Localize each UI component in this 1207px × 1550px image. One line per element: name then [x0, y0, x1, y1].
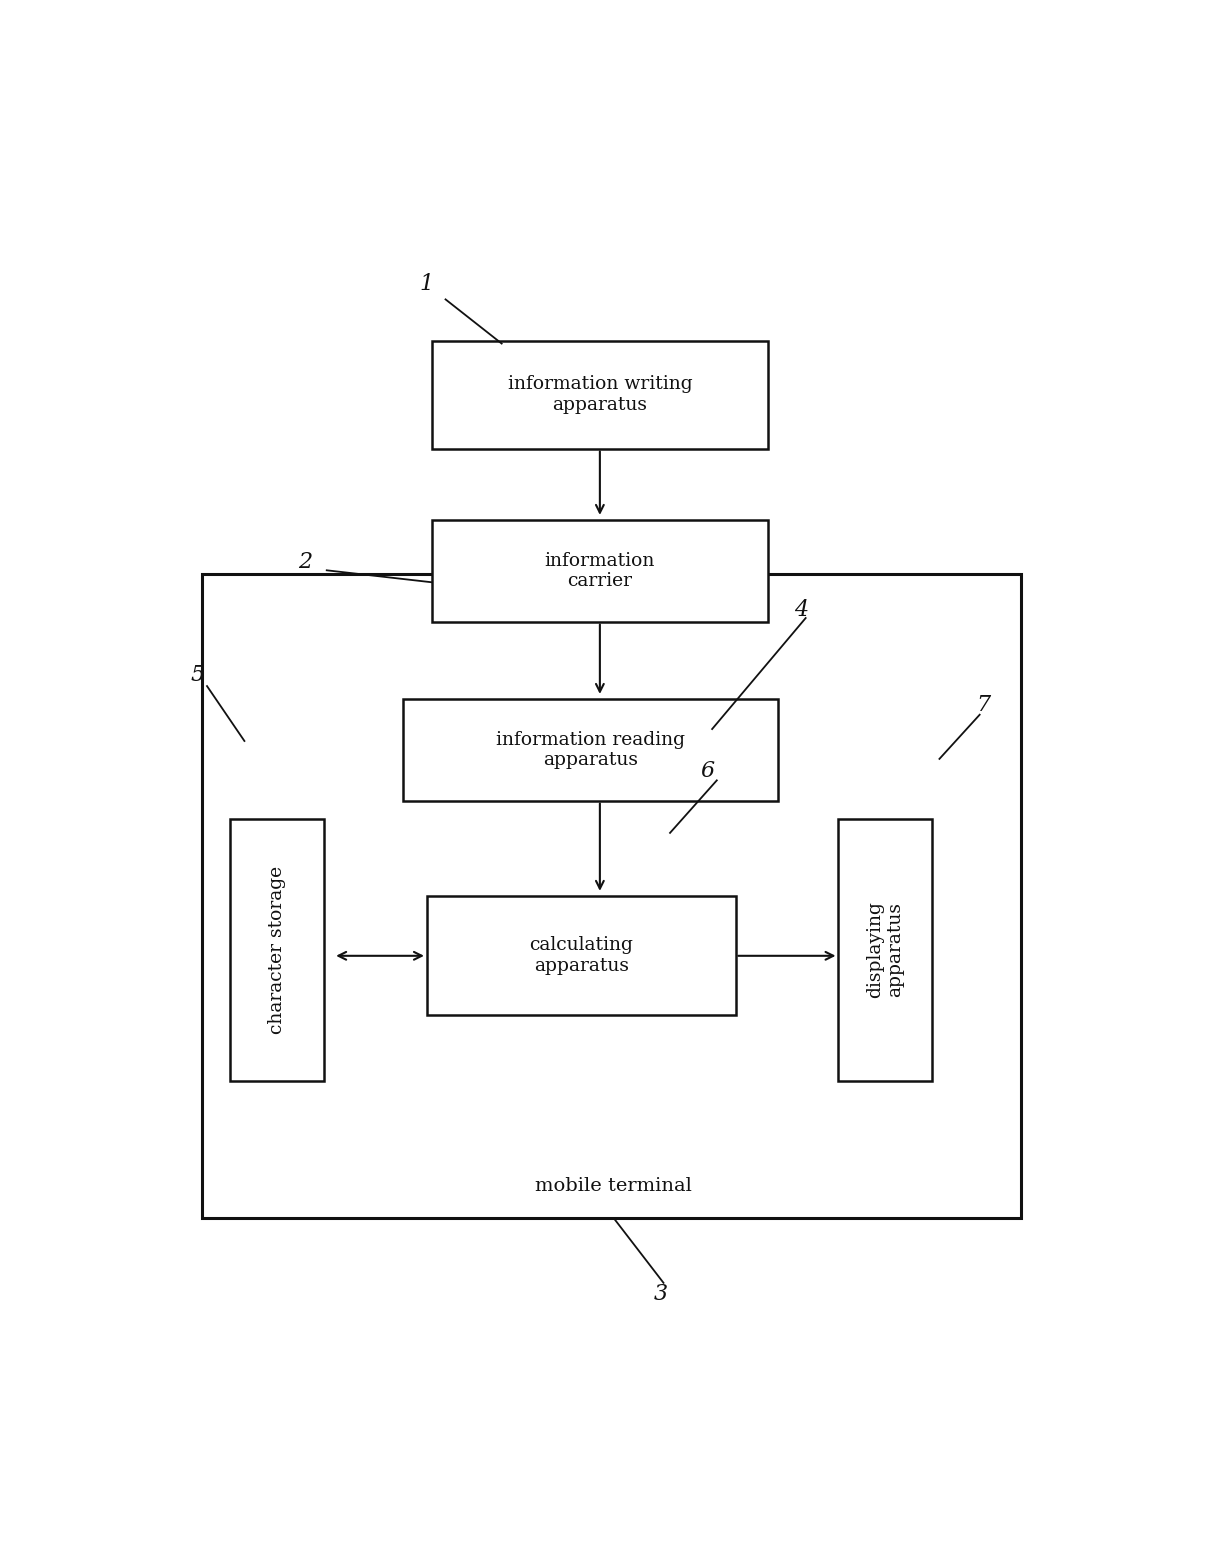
Text: information reading
apparatus: information reading apparatus — [496, 730, 686, 769]
Text: displaying
apparatus: displaying apparatus — [865, 902, 904, 998]
Text: information writing
apparatus: information writing apparatus — [508, 375, 692, 414]
Bar — [839, 818, 932, 1082]
Bar — [403, 699, 777, 801]
Text: mobile terminal: mobile terminal — [536, 1176, 693, 1195]
Text: 4: 4 — [794, 598, 807, 620]
Text: 5: 5 — [191, 665, 205, 687]
Text: 6: 6 — [700, 760, 715, 781]
Bar — [231, 818, 323, 1082]
Text: character storage: character storage — [268, 866, 286, 1034]
Bar — [427, 896, 735, 1015]
Bar — [432, 521, 768, 622]
Text: 2: 2 — [298, 550, 313, 574]
Bar — [203, 574, 1021, 1218]
Bar — [432, 341, 768, 448]
Text: 1: 1 — [420, 273, 433, 295]
Text: 7: 7 — [976, 694, 991, 716]
Text: information
carrier: information carrier — [544, 552, 655, 591]
Text: calculating
apparatus: calculating apparatus — [529, 936, 634, 975]
Text: 3: 3 — [654, 1282, 667, 1305]
